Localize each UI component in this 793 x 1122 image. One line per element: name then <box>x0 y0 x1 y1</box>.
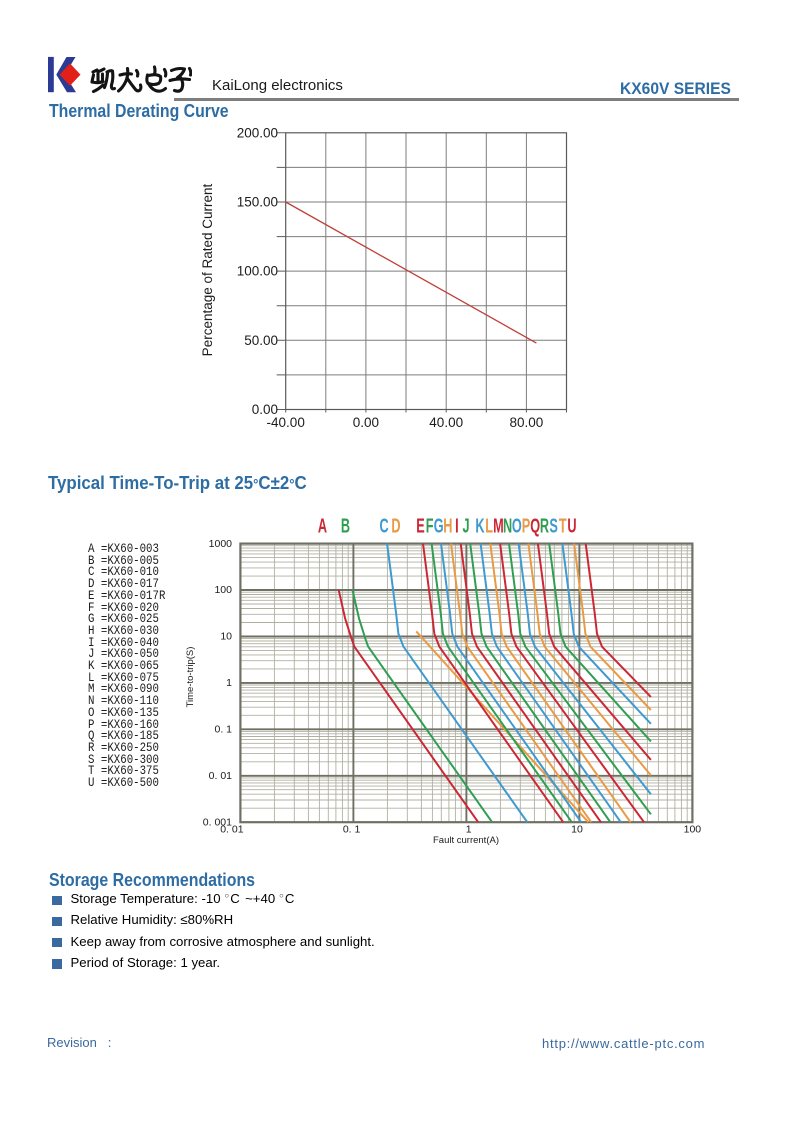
svg-text:S: S <box>549 515 557 538</box>
svg-text:F: F <box>426 515 434 538</box>
svg-text:1: 1 <box>226 677 232 689</box>
svg-text:80.00: 80.00 <box>510 415 544 430</box>
svg-text:Time-to-trip(S): Time-to-trip(S) <box>185 647 196 708</box>
svg-text:G: G <box>434 515 444 538</box>
svg-text:1: 1 <box>466 824 472 836</box>
svg-text:Q: Q <box>530 515 540 538</box>
svg-text:B: B <box>341 515 350 538</box>
svg-text:T: T <box>559 515 567 538</box>
svg-text:0. 1: 0. 1 <box>214 724 232 736</box>
svg-text:40.00: 40.00 <box>429 415 463 430</box>
svg-text:I: I <box>455 515 459 538</box>
svg-text:K: K <box>475 515 485 538</box>
svg-text:0. 1: 0. 1 <box>343 824 361 836</box>
svg-text:0. 01: 0. 01 <box>209 770 233 782</box>
svg-text:U: U <box>567 515 576 538</box>
svg-text:D: D <box>391 515 400 538</box>
svg-text:A: A <box>318 515 327 538</box>
svg-text:H: H <box>443 515 452 538</box>
svg-text:P: P <box>522 515 530 538</box>
svg-text:N: N <box>503 515 512 538</box>
svg-text:100: 100 <box>684 824 702 836</box>
svg-text:150.00: 150.00 <box>237 195 278 210</box>
svg-text:10: 10 <box>571 824 583 836</box>
svg-text:0. 001: 0. 001 <box>203 816 232 828</box>
svg-text:100: 100 <box>214 584 232 596</box>
svg-text:O: O <box>512 515 522 538</box>
svg-text:10: 10 <box>220 631 232 643</box>
svg-text:Fault current(A): Fault current(A) <box>433 835 499 846</box>
svg-text:50.00: 50.00 <box>244 333 278 348</box>
svg-text:-40.00: -40.00 <box>267 415 305 430</box>
svg-text:200.00: 200.00 <box>237 125 278 140</box>
svg-text:Percentage of Rated Current: Percentage of Rated Current <box>200 183 215 356</box>
svg-text:0. 01: 0. 01 <box>220 824 244 836</box>
svg-text:E: E <box>416 515 424 538</box>
svg-text:M: M <box>493 515 504 538</box>
svg-text:L: L <box>485 515 493 538</box>
svg-text:1000: 1000 <box>209 538 233 550</box>
svg-text:J: J <box>462 515 469 538</box>
svg-text:R: R <box>540 515 549 538</box>
svg-text:0.00: 0.00 <box>353 415 379 430</box>
svg-text:0.00: 0.00 <box>252 402 278 417</box>
svg-text:C: C <box>379 515 388 538</box>
svg-text:100.00: 100.00 <box>237 264 278 279</box>
